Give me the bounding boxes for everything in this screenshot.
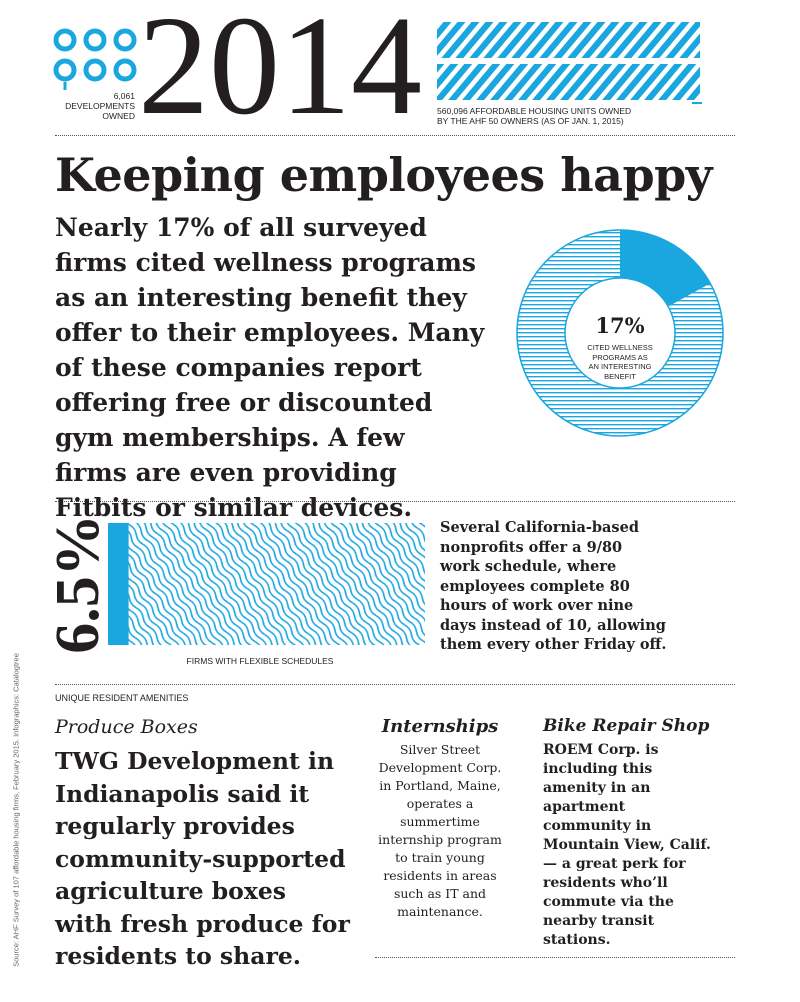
divider	[55, 135, 735, 136]
headline: Keeping employees happy	[55, 148, 713, 202]
bike-line: ROEM Corp. is	[543, 742, 659, 758]
schedule-line: days instead of 10, allowing	[440, 616, 666, 634]
donut-label: 17%	[595, 313, 645, 338]
source-note: Source: AHF Survey of 107 affordable hou…	[11, 653, 21, 967]
bike-line: including this	[543, 761, 653, 777]
schedule-line: hours of work over nine	[440, 597, 634, 614]
produce-line: regularly provides	[55, 812, 295, 840]
internships-line: Silver Street	[399, 742, 481, 757]
column-title: Bike Repair Shop	[543, 716, 710, 736]
schedule-line: work schedule, where	[440, 558, 617, 575]
bar-label: 6.5%	[44, 514, 112, 654]
bar	[108, 523, 129, 645]
donut-wedge	[620, 230, 711, 307]
donut-caption: PROGRAMS AS	[592, 352, 648, 362]
intro-line: gym memberships. A few	[55, 423, 405, 452]
bike-line: stations.	[543, 932, 611, 948]
header-stripes	[437, 64, 700, 100]
column-title: Internships	[381, 716, 499, 737]
divider	[375, 957, 735, 958]
bike-line: nearby transit	[543, 913, 655, 929]
divider	[55, 501, 735, 502]
schedule-line: Several California-based	[440, 519, 639, 536]
units-caption: BY THE AHF 50 OWNERS (AS OF JAN. 1, 2015…	[437, 116, 624, 126]
intro-line: of these companies report	[55, 353, 422, 382]
intro-line: offer to their employees. Many	[55, 318, 485, 347]
produce-line: TWG Development in	[55, 747, 335, 775]
internships-line: summertime	[400, 814, 480, 829]
bike-line: residents who’ll	[543, 875, 668, 891]
internships-line: in Portland, Maine,	[379, 778, 501, 793]
bike-line: community in	[543, 818, 652, 834]
produce-line: with fresh produce for	[55, 909, 350, 938]
donut-caption: CITED WELLNESS	[587, 343, 653, 352]
produce-line: agriculture boxes	[55, 877, 287, 905]
developments-caption: DEVELOPMENTS	[65, 101, 135, 111]
internships-line: operates a	[406, 796, 474, 811]
internships-line: Development Corp.	[378, 760, 502, 775]
bar-chart	[108, 523, 425, 645]
internships-line: to train young	[395, 850, 485, 865]
bar-track	[108, 523, 425, 645]
bike-line: apartment	[543, 799, 626, 815]
divider	[55, 684, 735, 685]
produce-line: community-supported	[55, 844, 346, 873]
internships-line: residents in areas	[383, 868, 497, 883]
produce-line: residents to share.	[55, 942, 301, 970]
developments-caption: 6,061	[113, 91, 135, 101]
bike-line: commute via the	[543, 894, 674, 910]
developments-caption: OWNED	[102, 111, 135, 121]
internships-line: internship program	[378, 832, 502, 847]
section-heading: UNIQUE RESIDENT AMENITIES	[55, 693, 189, 703]
intro-line: firms are even providing	[55, 458, 397, 487]
logo-dots	[53, 28, 137, 90]
donut-caption: BENEFIT	[604, 371, 636, 381]
intro-line: offering free or discounted	[55, 388, 433, 417]
bike-line: Mountain View, Calif.	[543, 837, 711, 853]
intro-line: Nearly 17% of all surveyed	[55, 213, 427, 242]
header-stripes	[437, 22, 700, 58]
schedule-line: them every other Friday off.	[440, 636, 667, 653]
intro-line: firms cited wellness programs	[55, 248, 476, 277]
intro-line: Fitbits or similar devices.	[55, 493, 413, 522]
intro-line: as an interesting benefit they	[55, 283, 467, 312]
bike-line: — a great perk for	[543, 856, 686, 872]
internships-line: such as IT and	[393, 886, 487, 901]
internships-line: maintenance.	[397, 904, 483, 919]
donut	[516, 229, 724, 437]
produce-line: Indianapolis said it	[55, 779, 310, 808]
donut-hole	[566, 279, 674, 387]
schedule-line: nonprofits offer a 9/80	[440, 538, 623, 556]
donut-caption: AN INTERESTING	[588, 362, 652, 371]
units-caption: 560,096 AFFORDABLE HOUSING UNITS OWNED	[437, 106, 632, 116]
schedule-line: employees complete 80	[440, 577, 630, 595]
year: 2014	[138, 0, 422, 144]
bar-caption: FIRMS WITH FLEXIBLE SCHEDULES	[186, 656, 334, 666]
bike-line: amenity in an	[543, 780, 651, 796]
column-title: Produce Boxes	[55, 716, 198, 738]
